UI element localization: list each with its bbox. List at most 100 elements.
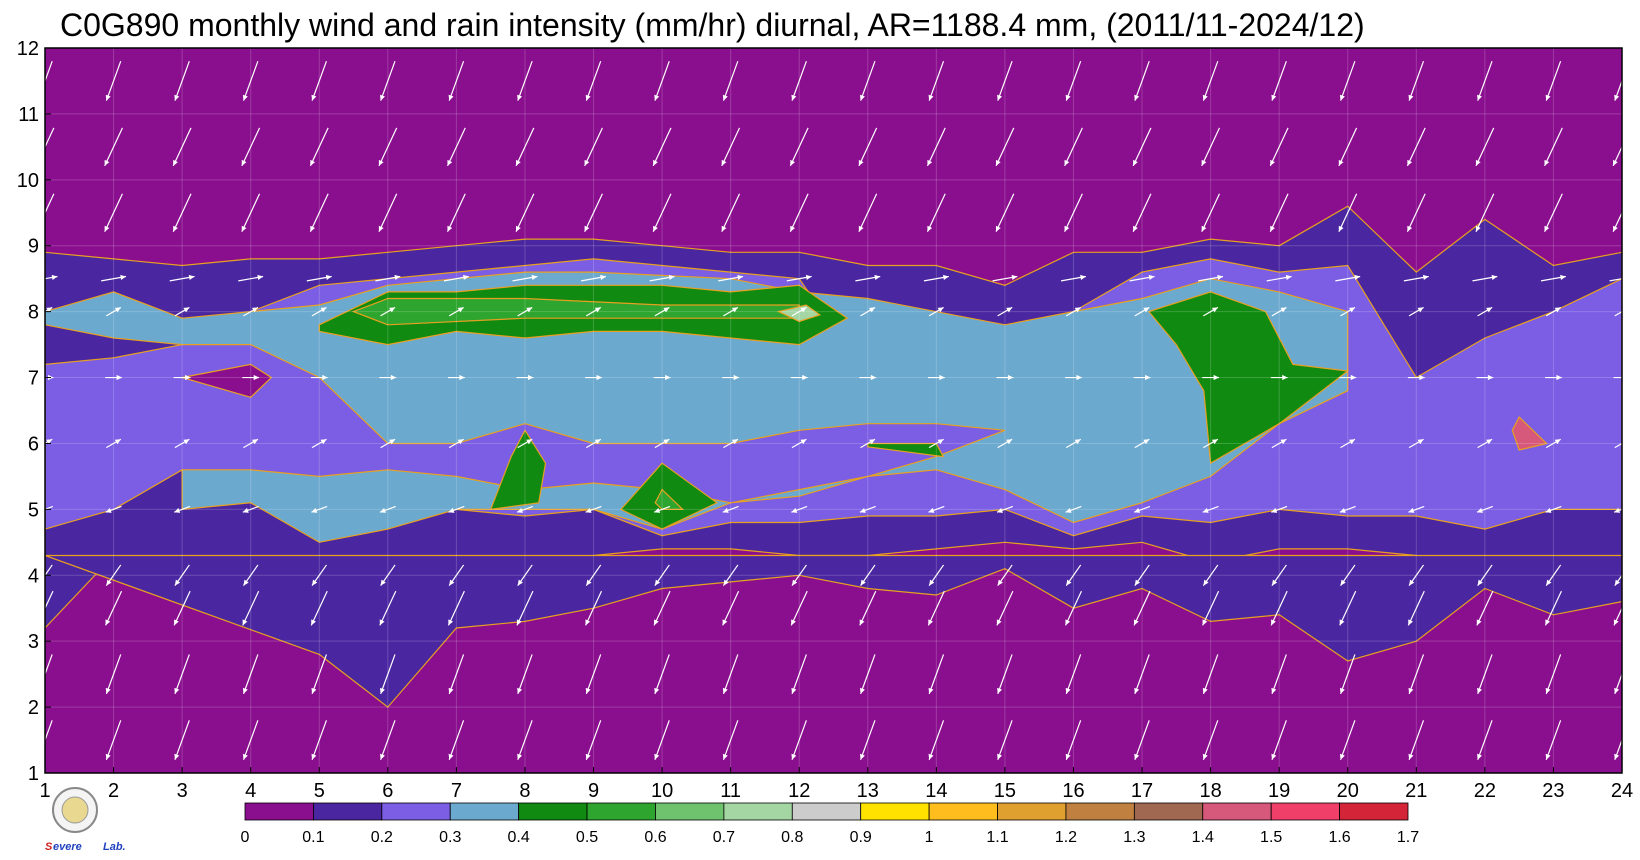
wind-arrow [1406, 193, 1426, 233]
wind-arrow [1609, 278, 1622, 282]
wind-arrow [311, 61, 328, 101]
wind-arrow [1614, 672, 1622, 695]
y-tick-label-12: 12 [17, 38, 39, 60]
wind-arrow [516, 374, 534, 381]
wind-arrow [1269, 127, 1289, 167]
colorbar-swatch-8 [791, 802, 862, 821]
wind-arrow [1129, 274, 1155, 282]
wind-arrow [1406, 127, 1426, 167]
colorbar-swatch-3 [449, 802, 520, 821]
wind-arrow [517, 564, 533, 586]
wind-arrow [1477, 438, 1493, 449]
wind-arrow [1134, 306, 1150, 317]
wind-arrow [722, 720, 739, 760]
x-tick-label-3: 3 [177, 780, 188, 802]
wind-arrow [1134, 438, 1150, 449]
colorbar-tick-3: 0.3 [439, 829, 461, 846]
wind-arrow [1545, 564, 1562, 586]
wind-arrow [855, 274, 881, 282]
wind-arrow [515, 127, 535, 167]
wind-arrow [1134, 61, 1150, 101]
contour-band-13 [1511, 416, 1548, 451]
wind-arrow [1065, 654, 1082, 695]
wind-arrow [45, 274, 58, 281]
wind-arrow [1613, 376, 1622, 379]
wind-arrow [1065, 438, 1082, 449]
wind-arrow [996, 590, 1014, 626]
wind-arrow [789, 127, 809, 167]
wind-arrow [243, 306, 259, 317]
wind-arrow [723, 306, 739, 317]
colorbar-swatch-6 [655, 802, 725, 821]
wind-arrow [242, 590, 260, 626]
wind-arrow [1271, 505, 1288, 513]
wind-arrow [1133, 374, 1151, 381]
wind-arrow [1270, 590, 1288, 626]
wind-arrow [1064, 193, 1083, 233]
wind-arrow [997, 654, 1013, 695]
wind-arrow [172, 193, 192, 233]
wind-arrow [104, 193, 123, 233]
wind-arrow [1064, 127, 1083, 167]
colorbar-tick-10: 1 [925, 829, 934, 846]
wind-arrow [45, 590, 54, 610]
wind-arrow [722, 374, 740, 381]
wind-arrow [1477, 61, 1493, 101]
wind-arrow [652, 127, 672, 167]
wind-arrow [997, 438, 1013, 449]
wind-arrow [1271, 564, 1287, 586]
wind-arrow [45, 193, 55, 215]
colorbar-tick-1: 0.1 [302, 829, 324, 846]
wind-arrow [585, 438, 602, 449]
wind-arrow [1408, 505, 1425, 513]
x-tick-label-23: 23 [1542, 780, 1564, 802]
x-tick-label-18: 18 [1199, 780, 1221, 802]
colorbar-tick-6: 0.6 [644, 829, 666, 846]
wind-arrow [995, 127, 1015, 167]
wind-arrow [1271, 654, 1287, 695]
wind-arrow [585, 654, 602, 695]
colorbar-tick-11: 1.1 [986, 829, 1008, 846]
x-tick-label-4: 4 [245, 780, 256, 802]
wind-arrow [242, 61, 259, 101]
wind-arrow [928, 720, 945, 760]
colorbar-tick-12: 1.2 [1055, 829, 1077, 846]
wind-arrow [718, 274, 744, 282]
wind-arrow [1339, 654, 1356, 695]
logo-text-storm: evere [53, 841, 82, 853]
contour-band-6 [489, 429, 547, 511]
colorbar-tick-7: 0.7 [713, 829, 735, 846]
wind-arrow [517, 654, 533, 695]
wind-arrow [379, 590, 397, 626]
wind-arrow [927, 374, 945, 381]
wind-arrow [721, 193, 741, 233]
wind-arrow [654, 720, 670, 760]
wind-arrow [45, 438, 53, 445]
wind-arrow [1202, 505, 1219, 513]
wind-arrow [722, 61, 739, 101]
wind-arrow [721, 127, 741, 167]
wind-arrow [1134, 564, 1150, 586]
wind-arrow [516, 505, 534, 513]
wind-arrow [722, 505, 739, 513]
wind-arrow [1408, 61, 1425, 101]
wind-arrow [652, 193, 672, 233]
wind-arrow [722, 590, 740, 626]
wind-arrow [45, 127, 55, 149]
wind-arrow [723, 438, 739, 449]
wind-arrow [1408, 720, 1425, 760]
wind-arrow [105, 61, 122, 101]
colorbar-swatch-13 [1133, 802, 1204, 821]
wind-arrow [1340, 564, 1356, 586]
wind-arrow [1477, 306, 1493, 317]
wind-arrow [517, 720, 533, 760]
wind-arrow [1134, 654, 1150, 695]
colorbar-tick-2: 0.2 [371, 829, 393, 846]
wind-arrow [1408, 654, 1425, 695]
wind-arrow [242, 564, 259, 586]
contour-band-12 [181, 363, 273, 398]
wind-arrow [1475, 127, 1495, 167]
wind-arrow [45, 61, 53, 83]
x-tick-label-11: 11 [720, 780, 741, 802]
